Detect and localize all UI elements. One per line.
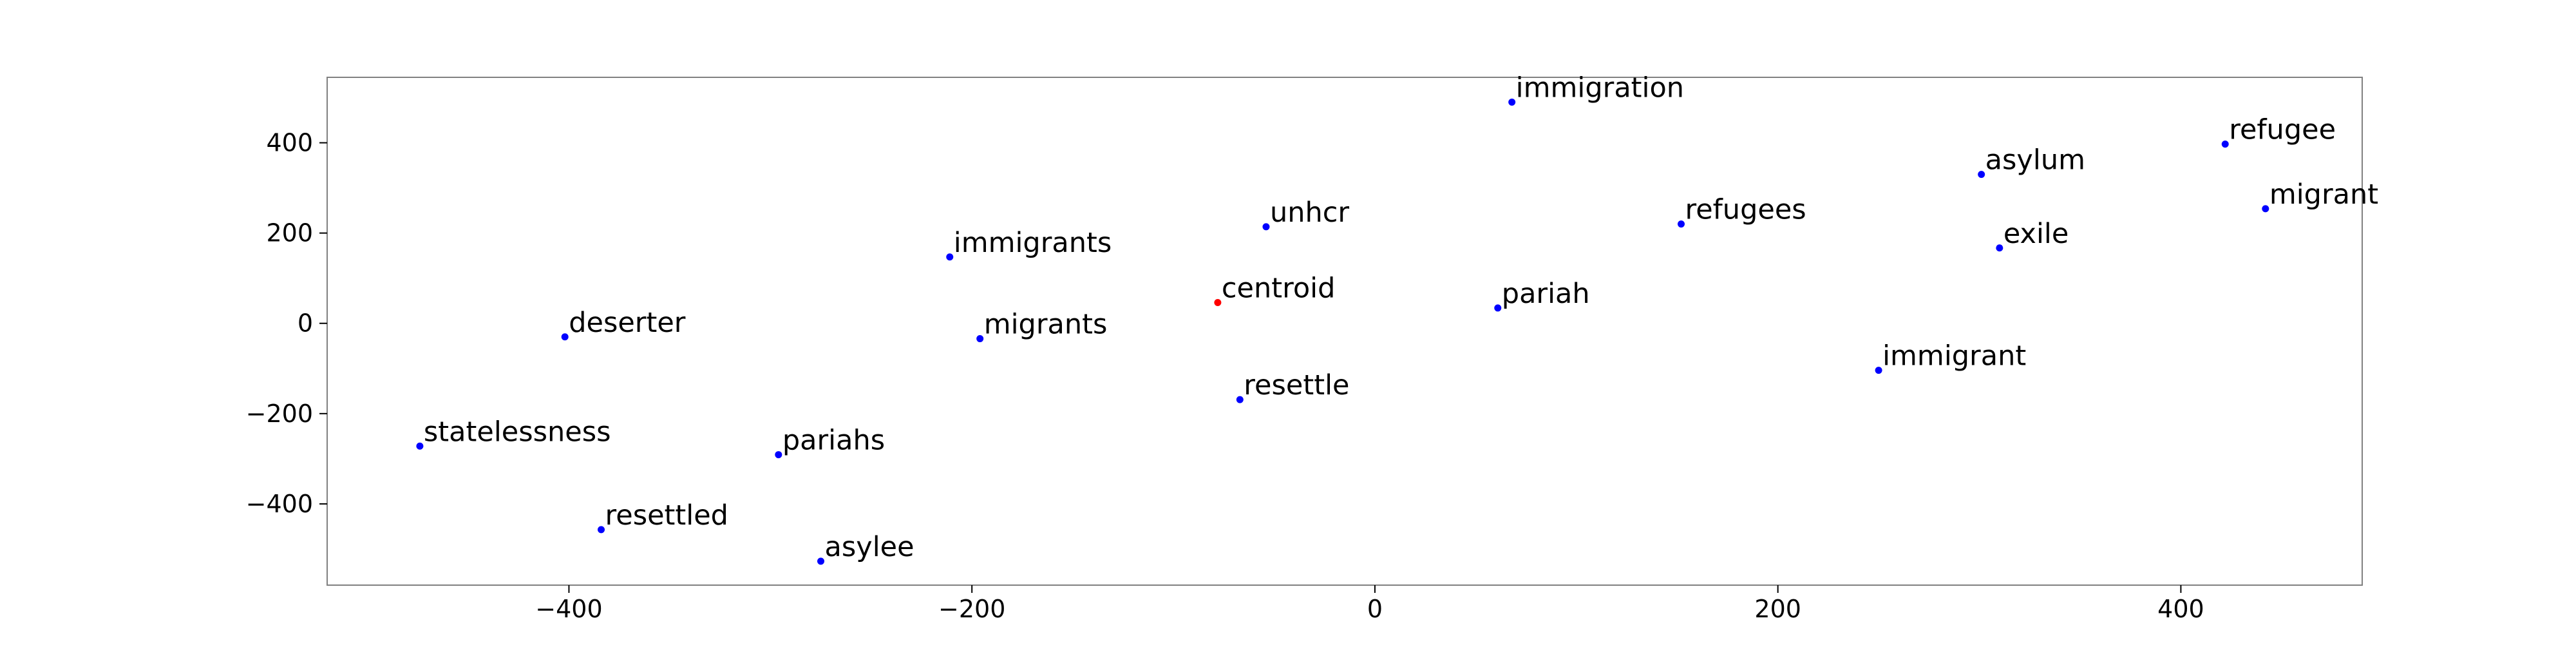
data-point-group: migrant (2262, 179, 2378, 213)
data-point (1978, 171, 1985, 179)
data-point (1494, 304, 1502, 312)
point-label: refugee (2229, 114, 2336, 146)
point-label: resettle (1244, 369, 1349, 401)
data-point-group: asylee (817, 531, 914, 565)
data-point (1996, 244, 2003, 252)
y-tick-label: −200 (246, 400, 313, 428)
data-point (976, 335, 984, 343)
x-tick-label: 400 (2157, 595, 2204, 623)
data-point (817, 557, 825, 565)
data-point-group: exile (1996, 218, 2069, 252)
point-label: asylee (825, 531, 914, 563)
data-point-group: deserter (561, 307, 686, 341)
data-point (416, 442, 424, 450)
data-point (2262, 205, 2269, 213)
data-point (1236, 396, 1244, 403)
point-label: asylum (1985, 144, 2085, 177)
point-label: migrants (984, 309, 1108, 341)
data-point (2221, 140, 2229, 148)
data-point-group: resettle (1236, 369, 1349, 403)
data-point-group: pariah (1494, 278, 1590, 312)
x-tick-label: −200 (938, 595, 1005, 623)
point-label: pariahs (782, 425, 885, 457)
data-point (775, 451, 782, 459)
data-point (1214, 299, 1222, 307)
point-label: deserter (569, 307, 686, 339)
point-label: immigrants (954, 227, 1112, 259)
y-tick-label: 200 (266, 219, 313, 247)
point-label: centroid (1222, 273, 1336, 305)
data-point-group: immigrants (946, 227, 1112, 261)
point-label: refugees (1685, 194, 1806, 226)
x-tick-label: 200 (1754, 595, 1801, 623)
x-tick-label: −400 (535, 595, 602, 623)
point-label: unhcr (1270, 197, 1349, 229)
data-point-group: migrants (976, 309, 1107, 343)
y-tick-label: 0 (298, 309, 313, 338)
data-points: immigration refugee asylum migrant unhcr refu… (416, 72, 2378, 565)
data-point (1262, 223, 1270, 231)
plot-frame (327, 77, 2363, 586)
point-label: immigrant (1882, 340, 2026, 372)
data-point (1677, 220, 1685, 228)
x-tick-label: 0 (1367, 595, 1383, 623)
data-point-group: refugees (1677, 194, 1806, 228)
data-point-group: pariahs (775, 425, 885, 459)
y-tick-label: 400 (266, 129, 313, 157)
data-point (946, 253, 954, 261)
data-point-group: immigrant (1875, 340, 2026, 374)
data-point-group: asylum (1978, 144, 2085, 179)
data-point-group: centroid (1214, 273, 1335, 307)
data-point-group: refugee (2221, 114, 2336, 148)
point-label: immigration (1516, 72, 1684, 104)
point-label: migrant (2269, 179, 2378, 211)
x-axis-ticks: −400 −200 0 200 400 (535, 585, 2204, 623)
data-point (561, 333, 569, 341)
data-point-group: unhcr (1262, 197, 1349, 231)
data-point-group: statelessness (416, 416, 611, 450)
point-label: statelessness (424, 416, 611, 448)
data-point (1508, 99, 1516, 106)
y-tick-label: −400 (246, 490, 313, 518)
data-point-group: resettled (598, 499, 728, 534)
y-axis-ticks: −400 −200 0 200 400 (246, 129, 327, 518)
point-label: exile (2003, 218, 2069, 250)
data-point (598, 526, 605, 534)
point-label: pariah (1502, 278, 1590, 310)
data-point-group: immigration (1508, 72, 1684, 106)
point-label: resettled (605, 499, 728, 532)
data-point (1875, 367, 1882, 374)
